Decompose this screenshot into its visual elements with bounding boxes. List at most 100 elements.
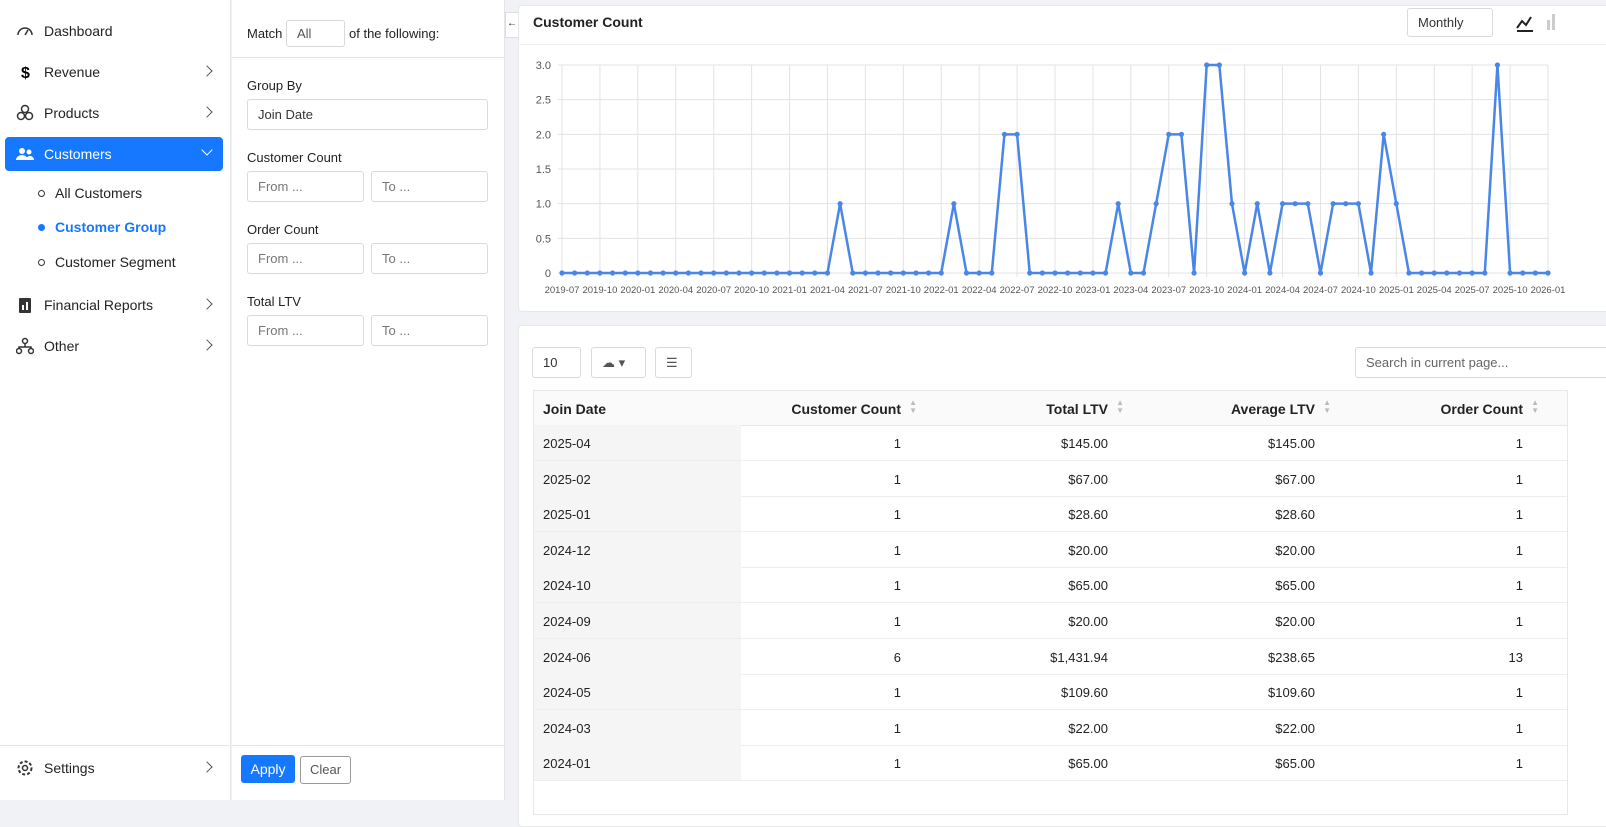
- to-input[interactable]: To ...: [371, 171, 488, 202]
- first-cell-bg: [534, 745, 741, 781]
- nav-item[interactable]: Products: [16, 96, 223, 130]
- cell: 1: [1515, 542, 1523, 558]
- sort-icon[interactable]: ▲ ▼: [1531, 398, 1539, 415]
- sidebar: Dashboard $ Revenue Products Customers Al…: [0, 0, 231, 800]
- select-value: 10: [543, 355, 558, 370]
- cell: 1: [893, 436, 901, 451]
- cell: $65.00: [1275, 578, 1315, 594]
- divider: [232, 57, 504, 58]
- chart-type-toggle[interactable]: [1505, 8, 1565, 36]
- cell: 1: [1515, 471, 1523, 487]
- column-header[interactable]: Customer Count ▲ ▼: [791, 398, 917, 418]
- first-cell-bg: [534, 425, 741, 460]
- row: [534, 461, 1567, 497]
- cell: $109.60: [1061, 685, 1108, 701]
- cell: 2024-05: [543, 685, 591, 701]
- divider: [518, 44, 1606, 45]
- svg-text:$: $: [21, 65, 30, 81]
- cell: 2024-01: [543, 756, 591, 772]
- column-header[interactable]: Average LTV ▲ ▼: [1230, 398, 1331, 418]
- cell: $20.00: [1068, 542, 1108, 558]
- cell: 1: [893, 614, 901, 629]
- cell: $145.00: [1268, 436, 1315, 451]
- row: [534, 639, 1567, 675]
- to-input[interactable]: To ...: [371, 243, 488, 274]
- nav-label: Financial Reports: [44, 297, 153, 313]
- cell: 1: [1515, 720, 1523, 736]
- sort-icon[interactable]: ▲ ▼: [1116, 398, 1124, 415]
- cell: 1: [1515, 507, 1523, 523]
- field-label: Total LTV: [247, 294, 301, 309]
- search-input[interactable]: Search in current page...: [1355, 347, 1606, 378]
- page-size-select[interactable]: 10: [532, 347, 581, 378]
- cell: 1: [893, 542, 901, 558]
- column-header[interactable]: Order Count ▲ ▼: [1440, 398, 1539, 418]
- apply-button[interactable]: Apply: [241, 755, 295, 783]
- nav-item[interactable]: $ Revenue: [16, 55, 223, 89]
- first-cell-bg: [534, 531, 741, 567]
- cell: 1: [893, 578, 901, 594]
- select-value: Join Date: [258, 107, 313, 122]
- row: [534, 496, 1567, 533]
- cell: 6: [893, 649, 901, 665]
- nav-item[interactable]: Dashboard: [16, 14, 223, 48]
- clear-button[interactable]: Clear: [300, 756, 351, 784]
- column-header[interactable]: Total LTV ▲ ▼: [1046, 398, 1124, 418]
- cell: 1: [893, 471, 901, 487]
- match-label: Match: [247, 26, 283, 41]
- chart-title: Customer Count: [533, 14, 643, 30]
- field-label: Order Count: [247, 222, 319, 237]
- row: [534, 532, 1567, 568]
- nav-item-active[interactable]: Customers: [5, 137, 223, 171]
- from-input[interactable]: From ...: [247, 315, 364, 346]
- first-cell-bg: [534, 709, 741, 745]
- cell: $67.00: [1275, 471, 1315, 487]
- nav-item[interactable]: Financial Reports: [16, 288, 223, 322]
- cell: $22.00: [1275, 720, 1315, 736]
- chart-card: [518, 5, 1606, 312]
- nav-item[interactable]: Settings: [16, 751, 223, 785]
- sub-label: Customer Segment: [55, 254, 176, 270]
- sort-icon[interactable]: ▲ ▼: [909, 398, 917, 415]
- row: [534, 710, 1567, 746]
- cell: 2024-03: [543, 720, 591, 736]
- first-cell-bg: [534, 460, 741, 496]
- column-header[interactable]: Join Date: [543, 401, 607, 417]
- download-button[interactable]: ☁ ▾: [591, 347, 646, 378]
- cell: $238.65: [1268, 649, 1315, 665]
- filter-panel: Match All of the following: Group By Joi…: [232, 0, 505, 800]
- row: [534, 745, 1567, 782]
- sub-item[interactable]: All Customers: [38, 185, 142, 201]
- select-value: Monthly: [1418, 15, 1464, 30]
- field-label: Group By: [247, 78, 302, 93]
- sub-item[interactable]: Customer Segment: [38, 254, 176, 270]
- nav-item[interactable]: Other: [16, 329, 223, 363]
- nav-label: Products: [44, 105, 100, 121]
- cell: $145.00: [1061, 436, 1108, 451]
- sub-item-active[interactable]: Customer Group: [38, 219, 166, 235]
- sort-icon[interactable]: ▲ ▼: [1323, 398, 1331, 415]
- to-input[interactable]: To ...: [371, 315, 488, 346]
- nav-label: Settings: [44, 760, 95, 776]
- match-select[interactable]: All: [286, 20, 345, 47]
- cell: 2025-01: [543, 507, 591, 523]
- header-row: [534, 391, 1567, 426]
- period-select[interactable]: Monthly: [1407, 8, 1493, 37]
- cell: 2024-09: [543, 614, 591, 629]
- cell: $28.60: [1068, 507, 1108, 523]
- from-input[interactable]: From ...: [247, 171, 364, 202]
- collapse-button[interactable]: ←: [505, 12, 519, 38]
- cell: 1: [1515, 436, 1523, 451]
- cell: 1: [1515, 685, 1523, 701]
- nav-label: Customers: [44, 146, 112, 162]
- from-input[interactable]: From ...: [247, 243, 364, 274]
- first-cell-bg: [534, 496, 741, 532]
- cell: 2024-12: [543, 542, 591, 558]
- first-cell-bg: [534, 567, 741, 603]
- table: Join Date Customer Count ▲ ▼ Total LTV ▲ ▼ Aver…: [533, 390, 1568, 815]
- cell: $65.00: [1068, 578, 1108, 594]
- cell: 1: [893, 756, 901, 772]
- cell: 13: [1508, 649, 1523, 665]
- columns-button[interactable]: ☰: [655, 347, 692, 378]
- group-by-select[interactable]: Join Date: [247, 99, 488, 130]
